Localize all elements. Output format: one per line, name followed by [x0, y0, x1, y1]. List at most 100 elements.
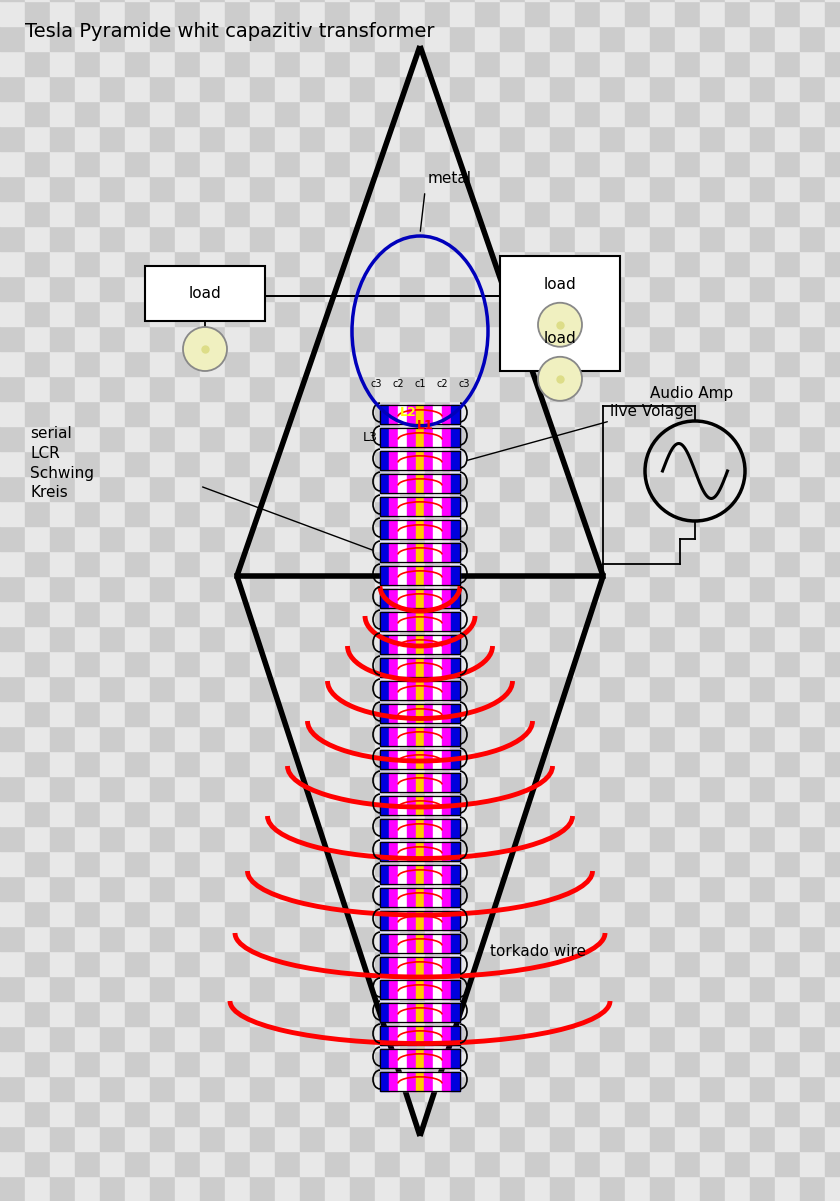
Bar — [650, 201, 675, 226]
Bar — [433, 405, 442, 424]
Bar — [650, 651, 675, 676]
Bar — [125, 126, 150, 151]
Bar — [451, 796, 460, 815]
Bar — [575, 826, 600, 852]
Bar — [575, 776, 600, 801]
Bar — [300, 526, 325, 551]
Bar — [625, 376, 650, 401]
Bar — [775, 801, 800, 826]
Bar — [380, 865, 389, 884]
Bar — [50, 526, 75, 551]
Bar — [25, 1101, 50, 1127]
Bar — [407, 520, 416, 539]
Bar — [0, 151, 25, 177]
Bar — [424, 590, 433, 608]
Bar — [625, 151, 650, 177]
Bar — [625, 126, 650, 151]
Bar — [675, 452, 700, 476]
Bar — [225, 751, 250, 776]
Bar — [750, 676, 775, 701]
Bar — [380, 751, 460, 769]
Bar — [500, 1101, 525, 1127]
Bar — [400, 926, 425, 951]
Bar — [75, 1127, 100, 1151]
Bar — [325, 76, 350, 101]
Bar — [300, 876, 325, 901]
Bar — [250, 926, 275, 951]
Bar — [375, 976, 400, 1000]
Bar — [200, 426, 225, 452]
Bar — [650, 325, 675, 351]
Bar — [200, 401, 225, 426]
Bar — [600, 376, 625, 401]
Bar — [775, 351, 800, 376]
Bar — [650, 501, 675, 526]
Bar — [416, 934, 424, 954]
Bar — [375, 276, 400, 301]
Bar — [407, 704, 416, 723]
Bar — [575, 801, 600, 826]
Bar — [725, 526, 750, 551]
Bar — [325, 951, 350, 976]
Bar — [725, 101, 750, 126]
Bar — [0, 1127, 25, 1151]
Bar — [725, 826, 750, 852]
Bar — [350, 1151, 375, 1176]
Bar — [500, 1026, 525, 1051]
Bar — [433, 474, 442, 492]
Bar — [433, 727, 442, 746]
Text: c3: c3 — [370, 380, 381, 389]
Bar — [600, 177, 625, 201]
Bar — [380, 912, 460, 930]
Bar — [125, 751, 150, 776]
Bar — [250, 276, 275, 301]
Bar — [550, 876, 575, 901]
Bar — [475, 551, 500, 576]
Bar — [433, 819, 442, 838]
Bar — [825, 751, 840, 776]
Bar — [100, 1101, 125, 1127]
Bar — [50, 301, 75, 325]
Bar — [725, 501, 750, 526]
Bar — [300, 76, 325, 101]
Bar — [250, 151, 275, 177]
Bar — [525, 1051, 550, 1076]
Bar — [400, 901, 425, 926]
Bar — [350, 401, 375, 426]
Bar — [425, 301, 450, 325]
Bar — [825, 1051, 840, 1076]
Bar — [389, 452, 398, 470]
Bar — [375, 151, 400, 177]
Bar — [150, 626, 175, 651]
Bar — [451, 727, 460, 746]
Bar — [550, 177, 575, 201]
Bar — [375, 751, 400, 776]
Bar — [125, 325, 150, 351]
Bar — [433, 842, 442, 861]
Bar — [600, 325, 625, 351]
Bar — [50, 226, 75, 251]
Bar — [475, 76, 500, 101]
Bar — [550, 101, 575, 126]
Bar — [398, 635, 407, 655]
Bar — [475, 101, 500, 126]
Bar — [398, 934, 407, 954]
Bar — [200, 526, 225, 551]
Bar — [450, 476, 475, 501]
Bar — [650, 251, 675, 276]
Bar — [325, 1101, 350, 1127]
Bar — [425, 1000, 450, 1026]
Bar — [380, 452, 389, 470]
Bar — [825, 50, 840, 76]
Bar — [225, 1101, 250, 1127]
Bar — [775, 600, 800, 626]
Bar — [375, 651, 400, 676]
Bar — [475, 1051, 500, 1076]
Bar — [380, 590, 389, 608]
Bar — [250, 76, 275, 101]
Bar — [100, 725, 125, 751]
Bar — [725, 76, 750, 101]
Bar — [350, 351, 375, 376]
Bar — [325, 376, 350, 401]
Bar — [225, 776, 250, 801]
